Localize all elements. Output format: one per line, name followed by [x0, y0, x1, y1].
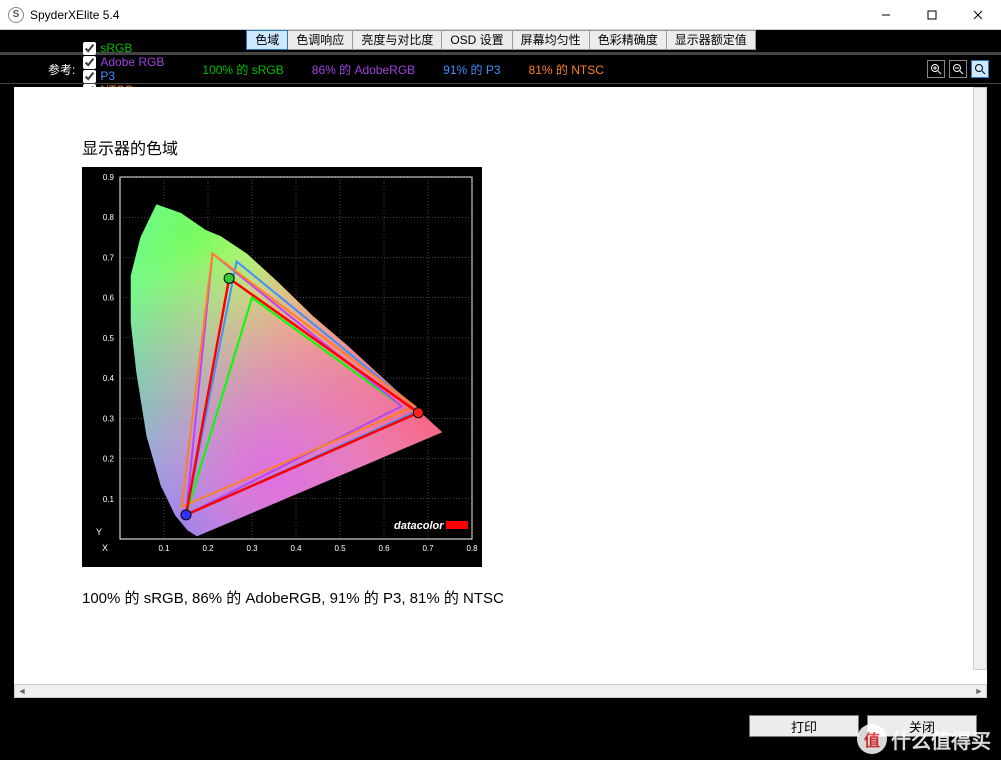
svg-text:0.1: 0.1: [158, 544, 170, 553]
svg-text:0.7: 0.7: [103, 253, 115, 262]
svg-text:0.3: 0.3: [103, 414, 115, 423]
svg-text:0.3: 0.3: [246, 544, 258, 553]
window-title: SpyderXElite 5.4: [30, 8, 119, 22]
svg-text:datacolor: datacolor: [394, 520, 444, 532]
coverage-2: 91% 的 P3: [443, 61, 500, 78]
svg-text:0.5: 0.5: [103, 334, 115, 343]
title-bar: S SpyderXElite 5.4: [0, 0, 1001, 30]
tab-6[interactable]: 显示器额定值: [666, 30, 756, 50]
zoom-toolbar: [927, 60, 989, 78]
svg-text:X: X: [102, 543, 108, 553]
scroll-right-icon[interactable]: ►: [972, 685, 986, 697]
close-report-button[interactable]: 关闭: [867, 715, 977, 737]
maximize-button[interactable]: [909, 0, 955, 29]
minimize-button[interactable]: [863, 0, 909, 29]
window-controls: [863, 0, 1001, 29]
tab-0[interactable]: 色域: [246, 30, 288, 50]
tab-3[interactable]: OSD 设置: [441, 30, 512, 50]
svg-text:0.2: 0.2: [103, 455, 115, 464]
svg-text:0.6: 0.6: [103, 294, 115, 303]
reference-row: 参考: sRGBAdobe RGBP3NTSC 100% 的 sRGB86% 的…: [0, 52, 1001, 84]
svg-text:0.2: 0.2: [202, 544, 214, 553]
tab-2[interactable]: 亮度与对比度: [352, 30, 442, 50]
ref-check-srgb[interactable]: sRGB: [83, 41, 164, 55]
tab-5[interactable]: 色彩精确度: [589, 30, 667, 50]
coverage-3: 81% 的 NTSC: [529, 61, 604, 78]
ref-check-adobergb[interactable]: Adobe RGB: [83, 55, 164, 69]
zoom-in-icon[interactable]: [927, 60, 945, 78]
coverage-percentages: 100% 的 sRGB 86% 的 AdobeRGB 91% 的 P3 81% 的 N…: [202, 61, 604, 78]
page-heading: 显示器的色域: [82, 135, 178, 159]
svg-text:0.8: 0.8: [466, 544, 478, 553]
app-body: 色域色调响应亮度与对比度OSD 设置屏幕均匀性色彩精确度显示器额定值 参考: s…: [0, 30, 1001, 760]
coverage-0: 100% 的 sRGB: [202, 61, 283, 78]
app-icon: S: [8, 7, 24, 23]
tab-1[interactable]: 色调响应: [287, 30, 353, 50]
coverage-1: 86% 的 AdobeRGB: [312, 61, 415, 78]
scroll-left-icon[interactable]: ◄: [15, 685, 29, 697]
zoom-out-icon[interactable]: [949, 60, 967, 78]
svg-text:0.1: 0.1: [103, 495, 115, 504]
svg-text:0.4: 0.4: [103, 374, 115, 383]
tab-4[interactable]: 屏幕均匀性: [512, 30, 590, 50]
zoom-fit-icon[interactable]: [971, 60, 989, 78]
horizontal-scrollbar[interactable]: ◄ ►: [14, 684, 987, 698]
print-button[interactable]: 打印: [749, 715, 859, 737]
summary-text: 100% 的 sRGB, 86% 的 AdobeRGB, 91% 的 P3, 8…: [82, 587, 504, 608]
reference-label: 参考:: [48, 61, 75, 78]
content-area: 显示器的色域 0.1 0.2 0.3 0.4 0.5 0.6 0.7 0.8 0.1 0.2 0.3…: [14, 87, 987, 698]
gamut-chart: 0.1 0.2 0.3 0.4 0.5 0.6 0.7 0.8 0.1 0.2 0.3 0.4 0.5 0…: [82, 167, 482, 567]
svg-text:0.7: 0.7: [422, 544, 434, 553]
svg-text:0.5: 0.5: [334, 544, 346, 553]
vertical-scrollbar[interactable]: [973, 87, 987, 670]
svg-text:0.9: 0.9: [103, 173, 115, 182]
svg-text:Y: Y: [96, 527, 102, 537]
svg-text:0.4: 0.4: [290, 544, 302, 553]
close-button[interactable]: [955, 0, 1001, 29]
svg-text:0.8: 0.8: [103, 213, 115, 222]
footer-bar: 打印 关闭: [14, 712, 987, 740]
report-page: 显示器的色域 0.1 0.2 0.3 0.4 0.5 0.6 0.7 0.8 0.1 0.2 0.3…: [14, 87, 987, 684]
ref-check-p3[interactable]: P3: [83, 69, 164, 83]
svg-text:0.6: 0.6: [378, 544, 390, 553]
